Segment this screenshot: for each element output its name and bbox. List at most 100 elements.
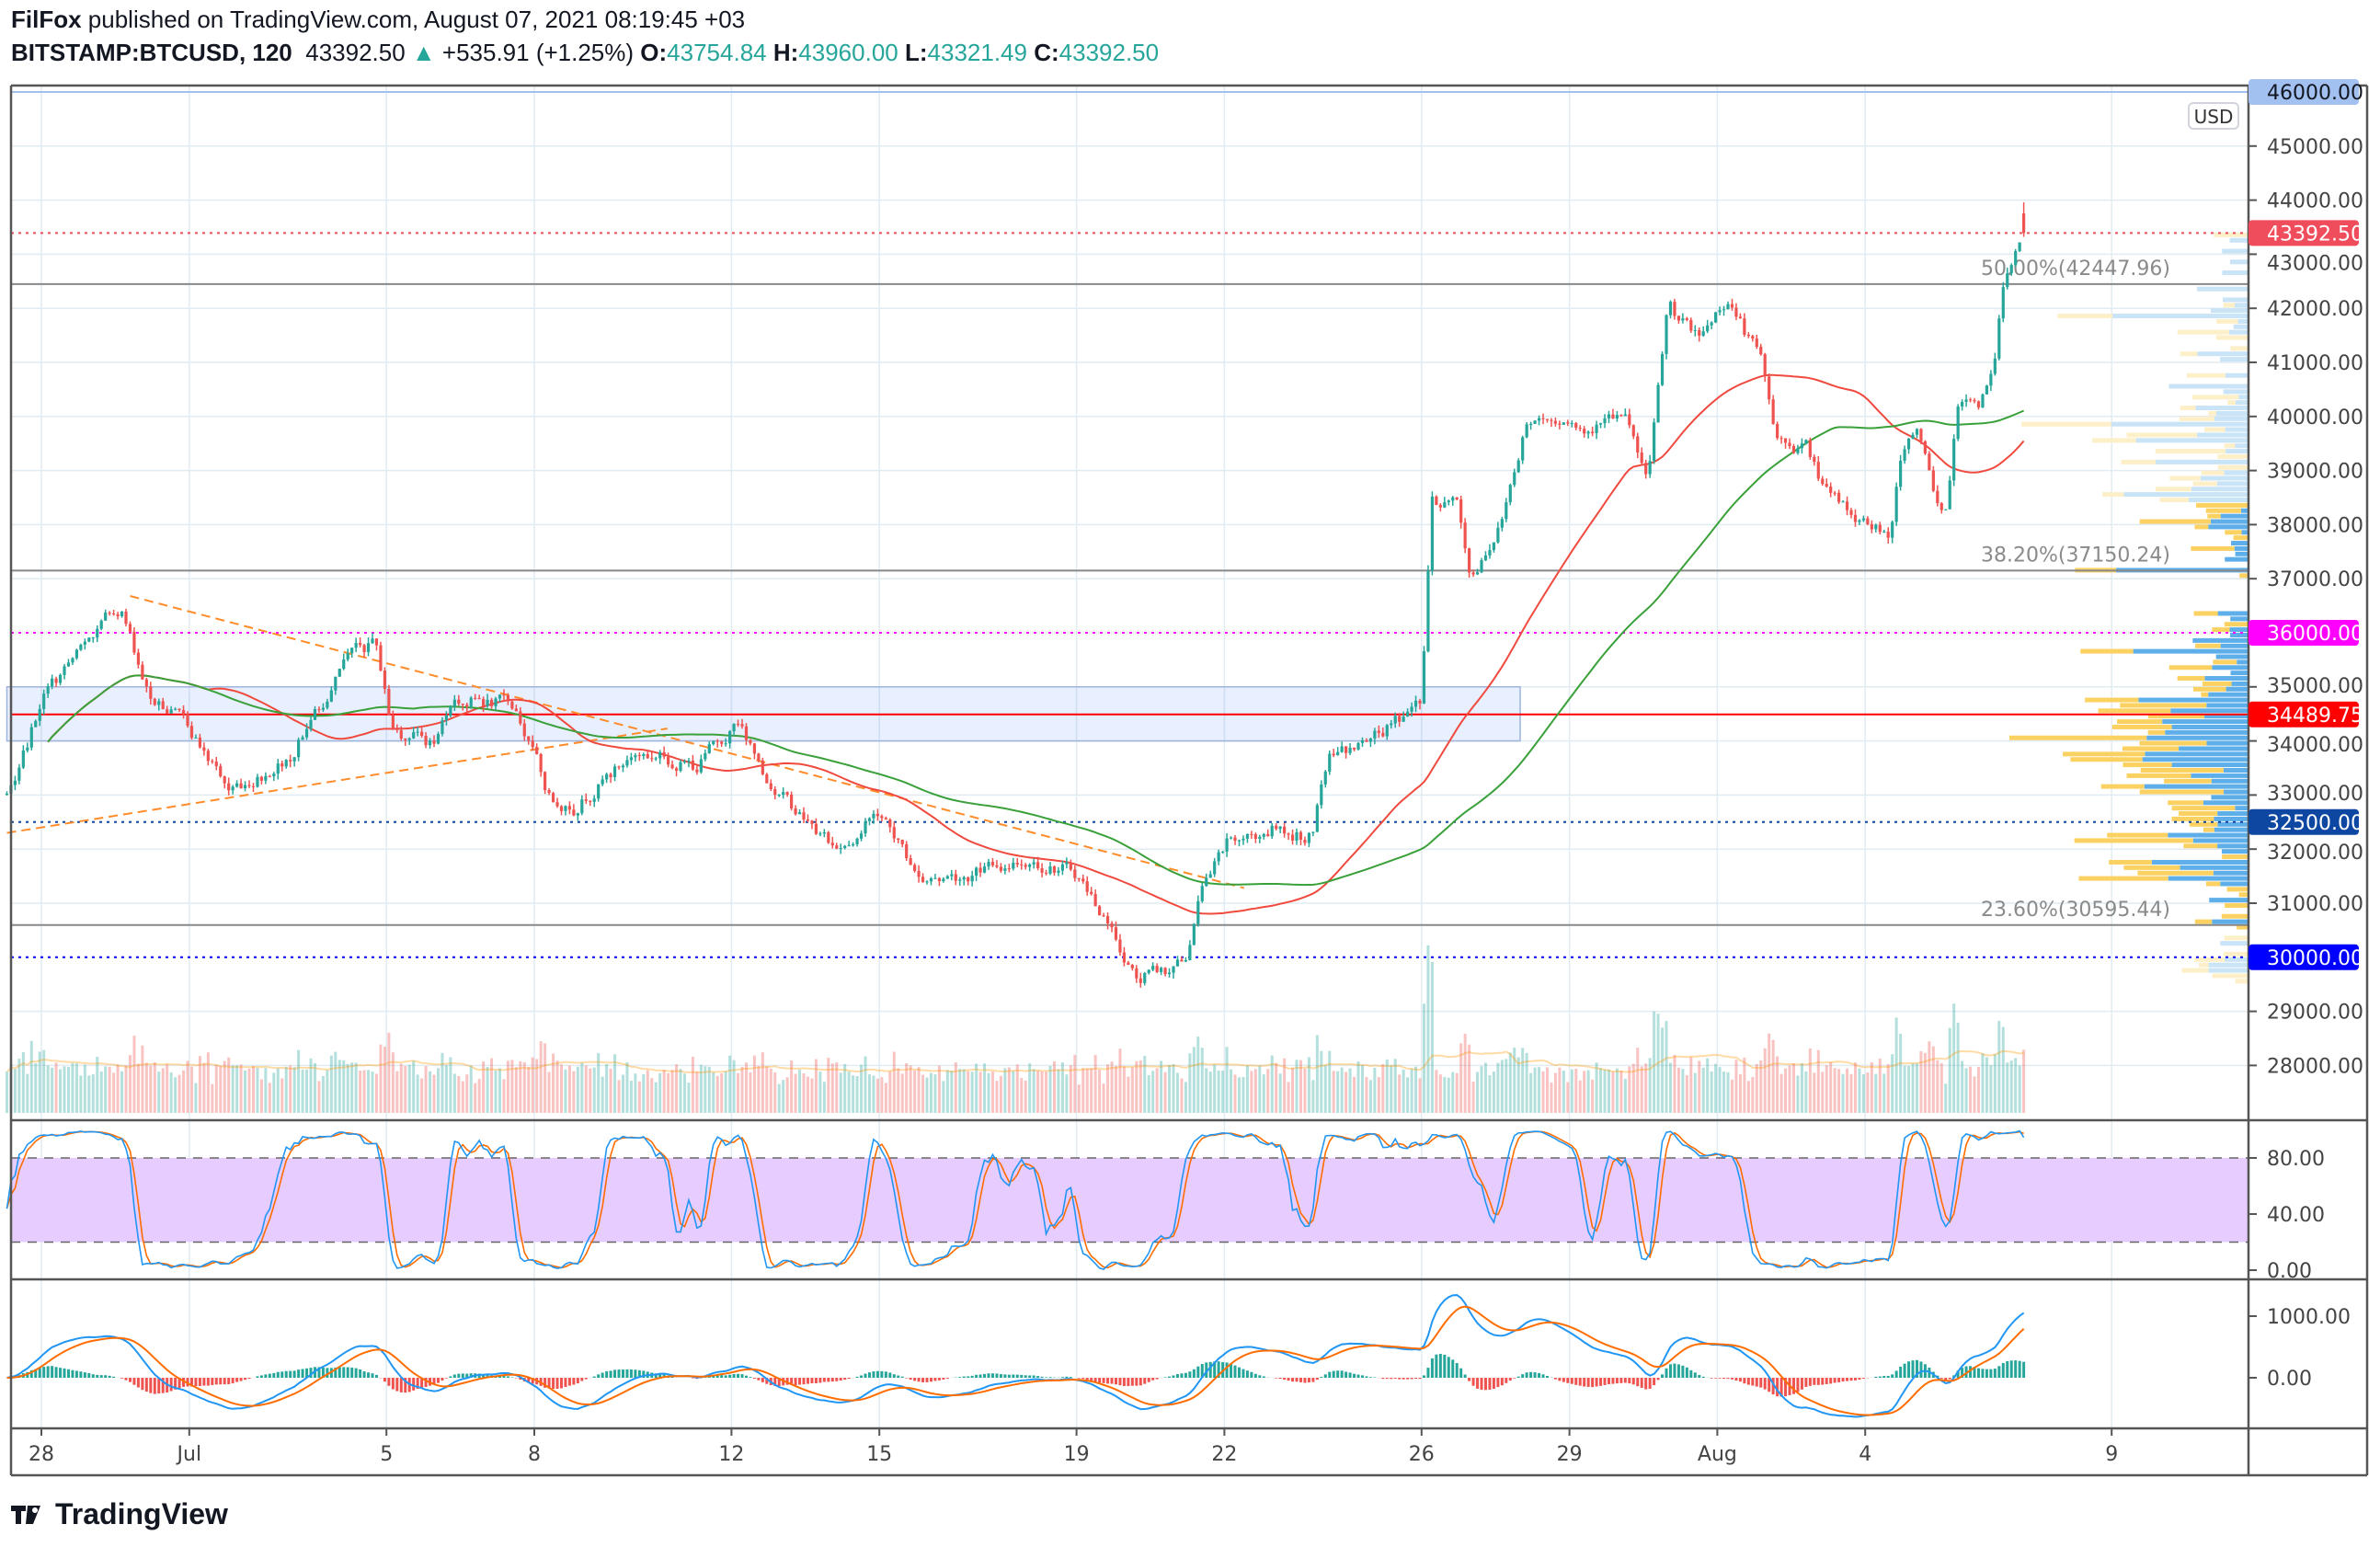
macd-histogram-bar <box>1689 1369 1693 1378</box>
volume-bar <box>810 1078 814 1113</box>
vp-bar-up <box>2213 870 2248 876</box>
candle <box>280 763 284 767</box>
candle <box>982 866 987 873</box>
volume-bar <box>96 1056 99 1113</box>
candle <box>667 756 670 765</box>
volume-bar <box>1800 1063 1803 1113</box>
volume-bar <box>855 1076 859 1113</box>
vp-bar-up <box>2235 443 2248 449</box>
volume-bar <box>1045 1071 1048 1113</box>
macd-histogram-bar <box>305 1368 309 1378</box>
candle <box>687 761 691 762</box>
vp-bar-up <box>2220 941 2248 946</box>
currency-badge[interactable]: USD <box>2188 102 2239 130</box>
price-axis[interactable]: 45000.0044000.0043000.0042000.0041000.00… <box>2248 79 2363 1391</box>
candle <box>177 708 181 711</box>
macd-histogram-bar <box>715 1375 719 1378</box>
macd-histogram-bar <box>404 1378 407 1393</box>
symbol-name[interactable]: BITSTAMP:BTCUSD, 120 <box>11 39 292 66</box>
axis-label: 32000.00 <box>2267 842 2363 865</box>
tradingview-logo[interactable]: TradingView <box>11 1497 228 1531</box>
macd-histogram-bar <box>1122 1378 1126 1386</box>
vp-bar-up <box>2238 395 2248 400</box>
macd-histogram-bar <box>958 1377 962 1378</box>
volume-bar <box>59 1069 63 1113</box>
vp-bar-down <box>2239 573 2248 579</box>
volume-bar <box>469 1065 473 1113</box>
volume-bar <box>494 1070 498 1113</box>
macd-histogram-bar <box>2014 1360 2018 1378</box>
vp-bar-down <box>2235 979 2248 984</box>
vp-bar-down <box>2140 768 2224 773</box>
candle <box>1258 836 1262 839</box>
macd-histogram-bar <box>144 1378 148 1392</box>
candle <box>387 688 391 716</box>
volume-bar <box>1886 1064 1890 1113</box>
candle <box>654 758 658 760</box>
volume-bar <box>1060 1062 1064 1113</box>
candle <box>1385 725 1389 737</box>
vp-bar-down <box>2171 816 2214 821</box>
macd-histogram-bar <box>1468 1378 1471 1381</box>
macd-histogram-bar <box>256 1376 259 1378</box>
candle <box>1488 550 1492 556</box>
macd-histogram-bar <box>1217 1361 1220 1378</box>
candle <box>1356 742 1360 750</box>
macd-histogram-bar <box>1644 1378 1648 1390</box>
candle <box>1311 831 1315 833</box>
candle <box>1032 862 1036 865</box>
candle <box>1841 501 1845 503</box>
macd-histogram-bar <box>1245 1370 1249 1378</box>
volume-bar <box>71 1062 74 1113</box>
candle <box>1718 310 1722 313</box>
time-axis[interactable]: 28 Jul 5 8 12 15 19 22 26 29 Aug 4 9 <box>29 1428 2118 1466</box>
volume-bar <box>1706 1058 1710 1113</box>
vp-bar-down <box>2233 535 2248 541</box>
candle <box>674 768 679 772</box>
candle <box>867 818 872 821</box>
candle <box>1989 373 1993 386</box>
macd-histogram-bar <box>74 1370 78 1378</box>
volume-bar <box>544 1043 547 1113</box>
candle <box>839 848 842 850</box>
candle <box>564 806 567 811</box>
candle <box>141 664 144 680</box>
candle <box>1952 439 1956 481</box>
candle <box>1923 441 1928 454</box>
volume-bar <box>1496 1062 1500 1113</box>
candle <box>235 783 239 787</box>
macd-histogram-bar <box>942 1378 945 1380</box>
macd-histogram-bar <box>239 1378 243 1381</box>
macd-histogram-bar <box>1505 1378 1508 1383</box>
volume-bar <box>761 1052 764 1113</box>
candle <box>1028 864 1032 867</box>
candle <box>629 757 634 761</box>
volume-bar <box>1603 1070 1607 1113</box>
volume-bar <box>1332 1071 1335 1113</box>
volume-bar <box>83 1064 86 1113</box>
candle <box>1701 331 1705 336</box>
vp-bar-down <box>2192 686 2226 692</box>
macd-histogram-bar <box>1147 1378 1150 1382</box>
macd-histogram-bar <box>29 1369 33 1378</box>
macd-histogram-bar <box>1710 1378 1713 1379</box>
candle <box>1726 304 1730 310</box>
macd-histogram-bar <box>1368 1377 1372 1378</box>
candle <box>785 792 789 795</box>
candle <box>1048 866 1052 874</box>
volume-bar <box>206 1052 210 1113</box>
candle <box>765 774 769 784</box>
macd-histogram-bar <box>794 1378 797 1386</box>
macd-histogram-bar <box>223 1378 226 1385</box>
volume-bar <box>522 1061 526 1113</box>
macd-histogram-bar <box>609 1370 612 1378</box>
volume-bar <box>1653 1011 1656 1113</box>
volume-bar <box>662 1070 666 1113</box>
candle <box>350 647 354 654</box>
macd-histogram-bar <box>1471 1378 1475 1386</box>
volume-bar <box>1040 1071 1044 1113</box>
macd-histogram-bar <box>1278 1378 1282 1380</box>
macd-histogram-bar <box>1599 1378 1603 1386</box>
volume-bar <box>477 1079 481 1113</box>
